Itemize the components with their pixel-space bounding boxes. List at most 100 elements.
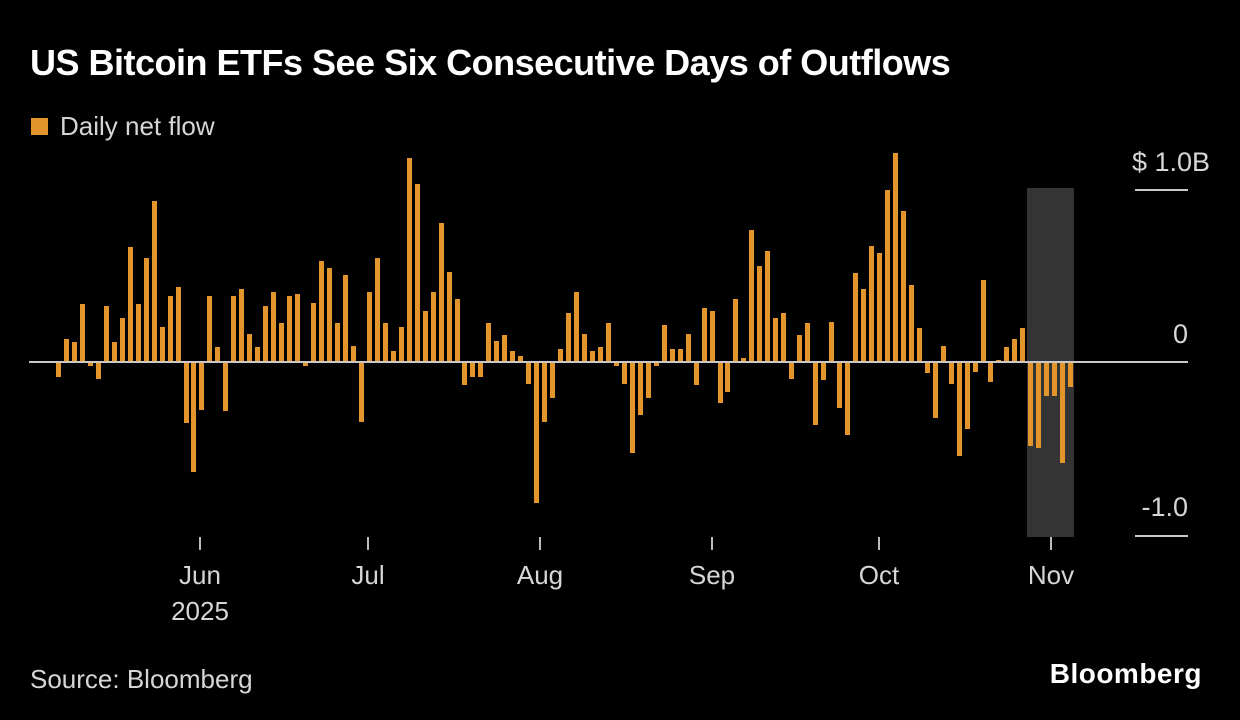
bar [566,313,571,363]
bar [160,327,165,363]
bar [757,266,762,363]
bar [1068,363,1073,387]
x-axis-label-nov: Nov [1027,560,1075,590]
bar [447,272,452,363]
bar [407,158,412,363]
bar [64,339,69,363]
bar [518,356,523,363]
bar [144,258,149,363]
bar [853,273,858,363]
bar [295,294,300,363]
bar [877,253,882,363]
bar [534,363,539,503]
bar [582,334,587,363]
x-axis-label-aug: Aug [516,560,564,590]
bar [773,318,778,363]
bar [765,251,770,363]
bar [949,363,954,384]
bar [590,351,595,363]
bar [168,296,173,363]
bar [72,342,77,363]
bar [375,258,380,363]
bar [56,363,61,377]
bar [311,303,316,363]
bar [494,341,499,363]
bar [694,363,699,385]
bar [263,306,268,363]
bar [239,289,244,363]
bar [1004,347,1009,363]
bar [821,363,826,380]
bar [287,296,292,363]
bar [112,342,117,363]
bar [255,347,260,363]
bar [901,211,906,363]
x-tick-sep [711,537,713,550]
bar [88,363,93,366]
bar [574,292,579,363]
bar [781,313,786,363]
y-tick-line-plus-1b [1135,189,1188,191]
bar [327,268,332,363]
x-tick-oct [878,537,880,550]
bar [231,296,236,363]
bar [526,363,531,384]
legend-label: Daily net flow [60,111,215,141]
bar [957,363,962,456]
bar [925,363,930,373]
bar [1012,339,1017,363]
bar [630,363,635,453]
bar [988,363,993,382]
bar [462,363,467,385]
bar [191,363,196,472]
bar [646,363,651,398]
x-tick-jul [367,537,369,550]
bar [558,349,563,363]
x-axis-label-oct: Oct [858,560,900,590]
bar [614,363,619,366]
y-axis-label-minus-1: -1.0 [1141,492,1188,522]
y-axis-label-1b: $ 1.0B [1131,147,1210,177]
bar [431,292,436,363]
x-axis-label-year: 2025 [171,596,229,626]
bar [279,323,284,363]
bar [973,363,978,372]
bar [917,328,922,363]
bar [893,153,898,363]
bar [223,363,228,411]
bar [725,363,730,392]
bar [805,323,810,363]
bar [885,190,890,363]
x-axis-label-jul: Jul [351,560,385,590]
bar [638,363,643,415]
bar [367,292,372,363]
bar [470,363,475,377]
bar [207,296,212,363]
bar [662,325,667,363]
bar [319,261,324,363]
bar [80,304,85,363]
x-tick-jun [199,537,201,550]
bar [670,349,675,363]
bar [686,334,691,363]
x-tick-aug [539,537,541,550]
bar [1036,363,1041,448]
bar [359,363,364,422]
chart-title: US Bitcoin ETFs See Six Consecutive Days… [30,42,951,83]
bloomberg-logo: Bloomberg [1049,658,1202,689]
bar [128,247,133,363]
bar [797,335,802,363]
legend: Daily net flow [31,111,215,142]
bar [343,275,348,363]
bar [710,311,715,363]
bar [478,363,483,377]
bar [733,299,738,363]
bar [789,363,794,379]
bar [215,347,220,363]
bar [941,346,946,363]
bar [813,363,818,425]
bar [1044,363,1049,396]
x-tick-nov [1050,537,1052,550]
